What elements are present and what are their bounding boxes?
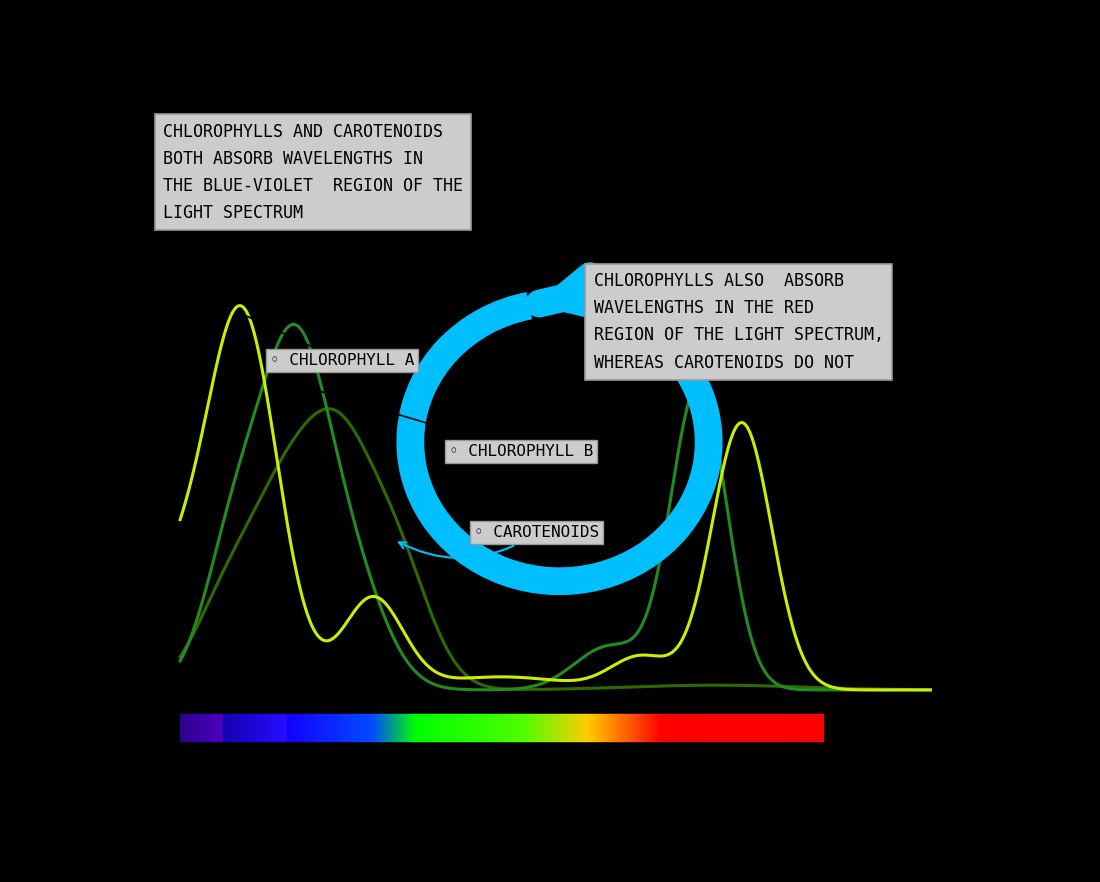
Text: CHLOROPHYLLS AND CAROTENOIDS
BOTH ABSORB WAVELENGTHS IN
THE BLUE-VIOLET  REGION : CHLOROPHYLLS AND CAROTENOIDS BOTH ABSORB… [163, 123, 463, 222]
Text: ◦ CHLOROPHYLL A: ◦ CHLOROPHYLL A [246, 316, 414, 369]
Text: CHLOROPHYLLS ALSO  ABSORB
WAVELENGTHS IN THE RED
REGION OF THE LIGHT SPECTRUM,
W: CHLOROPHYLLS ALSO ABSORB WAVELENGTHS IN … [594, 273, 883, 371]
Text: ◦ CAROTENOIDS: ◦ CAROTENOIDS [399, 525, 600, 558]
Text: ◦ CHLOROPHYLL B: ◦ CHLOROPHYLL B [302, 386, 593, 459]
